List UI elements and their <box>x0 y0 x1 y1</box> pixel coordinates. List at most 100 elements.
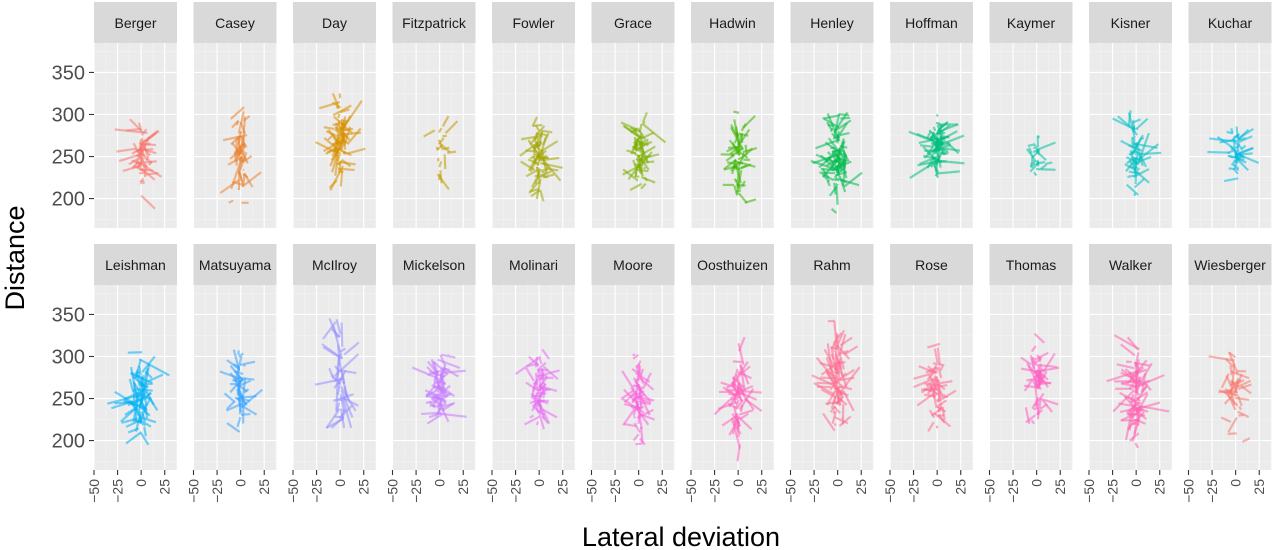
shot-segment <box>1219 138 1236 144</box>
y-tick-label: 350 <box>52 62 85 84</box>
shot-segment <box>325 418 344 429</box>
shot-segment <box>738 163 752 171</box>
shot-segment <box>339 386 357 412</box>
shot-segment <box>437 139 444 150</box>
shot-segment <box>1128 152 1132 156</box>
facet-strip-label: Grace <box>614 15 652 31</box>
shot-segment <box>145 157 149 162</box>
shot-segment <box>832 410 836 415</box>
shot-segment <box>935 396 942 402</box>
facet-panel-leishman: Leishman <box>93 244 177 470</box>
shot-segment <box>838 112 850 117</box>
x-tick-label: 25 <box>853 479 869 495</box>
facet-strip-label: Casey <box>215 15 255 31</box>
segments <box>423 115 459 191</box>
shot-segment <box>138 358 170 377</box>
shot-segment <box>1033 332 1046 344</box>
x-tick-label: −25 <box>607 479 623 503</box>
shot-segment <box>1144 382 1152 391</box>
shot-segment <box>239 360 256 366</box>
shot-segment <box>142 164 147 178</box>
segments <box>219 106 262 204</box>
shot-segment <box>238 352 244 358</box>
shot-segment <box>544 167 559 172</box>
shot-segment <box>739 404 744 413</box>
shot-segment <box>342 151 346 155</box>
shot-segment <box>223 392 236 403</box>
shot-segment <box>334 154 339 176</box>
shot-segment <box>1112 390 1135 413</box>
shot-segment <box>525 367 535 382</box>
shot-segment <box>1236 127 1254 141</box>
shot-segment <box>1120 139 1133 148</box>
facet-strip <box>591 2 675 43</box>
shot-segment <box>742 115 756 129</box>
shot-segment <box>843 345 859 356</box>
shot-segment <box>125 418 142 428</box>
shot-segment <box>337 369 357 375</box>
shot-segment <box>936 347 941 365</box>
shot-segment <box>437 358 461 370</box>
shot-segment <box>527 158 540 166</box>
segments <box>519 116 563 202</box>
shot-segment <box>920 380 938 394</box>
facet-strip-label: Day <box>322 15 347 31</box>
shot-segment <box>534 356 539 368</box>
shot-segment <box>843 171 863 188</box>
facet-strip-label: Leishman <box>105 257 166 273</box>
shot-segment <box>542 365 559 380</box>
facet-strip <box>790 244 874 285</box>
x-tick-label: 0 <box>1128 479 1144 487</box>
shot-segment <box>1040 366 1060 372</box>
x-tick-label: −25 <box>707 479 723 503</box>
shot-segment <box>141 136 151 153</box>
x-tick-label: −25 <box>209 479 225 503</box>
shot-segment <box>908 130 933 142</box>
facet-strip <box>193 2 277 43</box>
shot-segment <box>640 183 647 190</box>
facet-strip-label: Molinari <box>509 257 558 273</box>
shot-segment <box>1023 378 1034 392</box>
shot-segment <box>342 160 352 168</box>
shot-segment <box>540 129 553 134</box>
shot-segment <box>1130 401 1137 420</box>
shot-segment <box>443 399 446 404</box>
facet-panel-thomas: Thomas <box>988 244 1073 470</box>
shot-segment <box>629 182 643 191</box>
shot-segment <box>1106 370 1138 383</box>
shot-segment <box>447 150 457 154</box>
shot-segment <box>322 321 337 340</box>
shot-segment <box>338 167 355 172</box>
shot-segment <box>744 144 748 155</box>
shot-segment <box>440 369 466 375</box>
shot-segment <box>635 399 651 406</box>
shot-segment <box>539 189 545 202</box>
shot-segment <box>1236 145 1240 154</box>
x-tick-label: −25 <box>1005 479 1021 503</box>
shot-segment <box>1036 141 1056 151</box>
segments <box>620 112 667 191</box>
shot-segment <box>811 374 833 386</box>
shot-segment <box>329 153 338 167</box>
shot-segment <box>834 416 849 425</box>
shot-segment <box>738 409 754 416</box>
segments <box>620 353 655 446</box>
shot-segment <box>1127 395 1137 403</box>
shot-segment <box>230 135 240 146</box>
x-tick-label: 0 <box>730 479 746 487</box>
shot-segment <box>938 170 960 175</box>
shot-segment <box>342 127 354 132</box>
facet-panel-walker: Walker <box>1088 244 1172 470</box>
shot-segment <box>529 153 539 160</box>
facet-strip-label: Rose <box>915 257 948 273</box>
shot-segment <box>1036 370 1043 390</box>
x-tick-label: 0 <box>830 479 846 487</box>
shot-segment <box>533 141 539 151</box>
shot-segment <box>827 370 837 378</box>
shot-segment <box>933 375 941 383</box>
shot-segment <box>932 136 940 140</box>
shot-segment <box>133 373 141 380</box>
shot-segment <box>1131 382 1146 389</box>
shot-segment <box>331 93 340 109</box>
shot-segment <box>1133 423 1138 435</box>
